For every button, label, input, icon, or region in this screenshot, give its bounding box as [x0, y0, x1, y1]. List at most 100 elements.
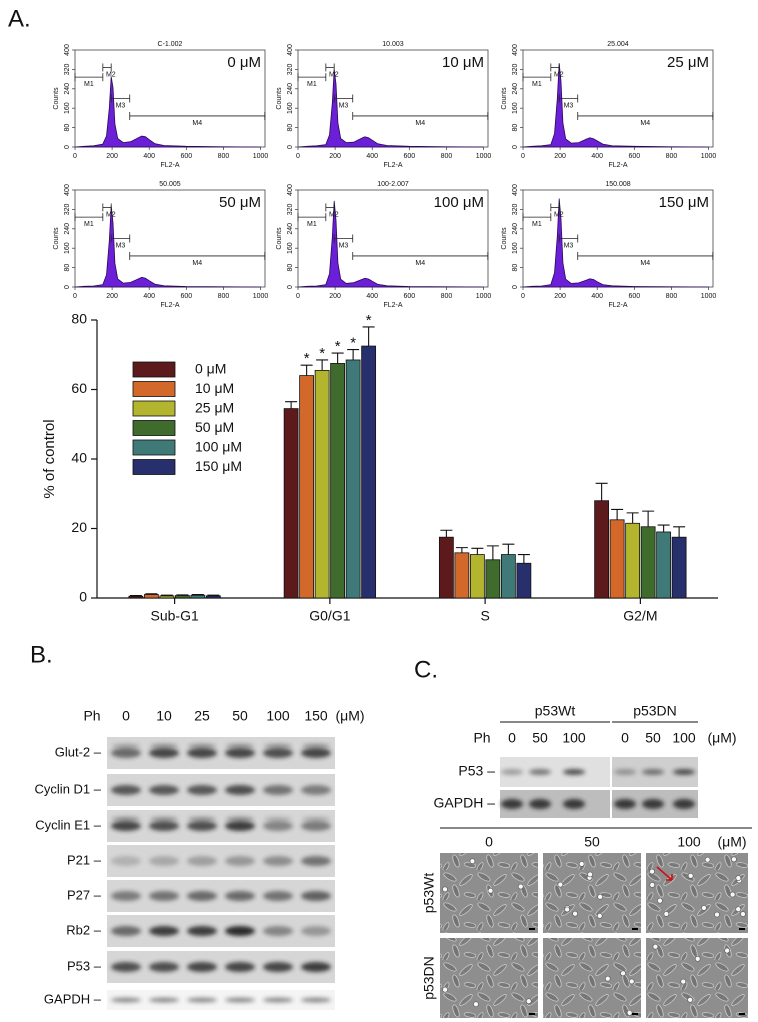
blot-band: [673, 799, 695, 809]
blot-band: [226, 816, 254, 822]
dose-label: 0: [122, 708, 130, 724]
blot-band: [263, 748, 293, 758]
row-label: GAPDH –: [434, 795, 496, 811]
y-tick-label: 240: [512, 223, 519, 235]
gate-label: M3: [339, 102, 349, 109]
dose-label: 50: [584, 834, 600, 850]
blot-band: [111, 962, 141, 972]
dose-label: 25: [194, 708, 210, 724]
dose-label: 50: [532, 730, 548, 746]
gate-label: M4: [192, 120, 202, 127]
micrograph: [543, 853, 641, 933]
x-tick-label: 400: [366, 153, 378, 160]
row-label: Cyclin E1 –: [35, 817, 102, 832]
gate-label: M4: [640, 120, 650, 127]
x-tick-label: 800: [218, 153, 230, 160]
blot-band: [187, 891, 217, 901]
dose-label: 100: [562, 730, 586, 746]
y-axis-label: Counts: [501, 227, 508, 250]
bar: [656, 531, 672, 599]
y-tick-label: 0: [287, 145, 294, 149]
blot-strip: [107, 774, 335, 806]
x-tick-label: 1000: [701, 153, 717, 160]
row-label: Cyclin D1 –: [35, 781, 102, 796]
legend-swatch: [132, 439, 176, 456]
gate-label: M1: [84, 81, 94, 88]
blot-band: [149, 997, 179, 1003]
bar: [609, 519, 625, 599]
x-axis-label: FL2-A: [160, 302, 179, 309]
x-tick-label: 600: [628, 293, 640, 300]
error-bar: [486, 545, 499, 560]
dose-label: 150: [304, 708, 328, 724]
rounded-cell: [649, 868, 655, 875]
y-tick-label: 0: [64, 145, 71, 149]
y-tick-label: 320: [64, 63, 71, 75]
gate-label: M4: [415, 260, 425, 267]
error-bar: [316, 359, 329, 371]
bar: [469, 554, 485, 599]
blot-strip: [107, 810, 335, 842]
gate-label: M4: [415, 120, 425, 127]
x-tick-label: 200: [106, 153, 118, 160]
gate-label: M3: [116, 242, 126, 249]
blot-band: [301, 748, 331, 758]
rounded-cell: [564, 906, 570, 913]
rounded-cell: [597, 894, 603, 900]
arrow: [656, 866, 673, 881]
unit-label: (μM): [717, 834, 746, 850]
significance-mark: *: [350, 335, 356, 352]
blot-strip: [107, 915, 335, 947]
blot-band: [614, 769, 636, 775]
x-tick-label: 600: [180, 153, 192, 160]
y-tick-label: 0: [512, 145, 519, 149]
blot-band: [225, 785, 255, 795]
y-tick-label: 0: [287, 285, 294, 289]
blot-band: [529, 799, 551, 809]
blot-band: [225, 891, 255, 901]
gate-label: M1: [307, 221, 317, 228]
rounded-cell: [626, 1010, 633, 1016]
blot-band: [111, 891, 141, 901]
y-tick-label: 80: [71, 311, 87, 327]
x-tick-label: 600: [628, 153, 640, 160]
legend-label: 150 μM: [195, 458, 242, 474]
error-bar: [517, 554, 530, 564]
error-bar: [657, 524, 670, 532]
x-tick-label: 1000: [476, 153, 492, 160]
row-label: Rb2 –: [66, 922, 101, 937]
blot-band: [149, 785, 179, 795]
blot-band: [301, 997, 331, 1003]
rounded-cell: [587, 871, 593, 878]
blot-band: [301, 785, 331, 795]
blot-band: [301, 891, 331, 901]
gate-label: M3: [564, 242, 574, 249]
legend-label: 25 μM: [195, 400, 234, 416]
gate-label: M2: [554, 211, 564, 218]
y-tick-label: 80: [512, 124, 519, 132]
y-tick-label: 160: [287, 102, 294, 114]
blot-band: [112, 743, 140, 749]
x-tick-label: 800: [441, 293, 453, 300]
legend-swatch: [132, 420, 176, 436]
dose-annotation: 25 μM: [667, 54, 709, 71]
blot-band: [225, 821, 255, 831]
blot-band: [302, 743, 330, 749]
x-axis-label: FL2-A: [383, 302, 402, 309]
gate-label: M2: [106, 211, 116, 218]
treatment-label: Ph: [83, 708, 100, 724]
x-tick-label: 800: [218, 293, 230, 300]
blot-band: [111, 821, 141, 831]
blot-band: [149, 748, 179, 758]
rounded-cell: [525, 998, 532, 1005]
x-tick-label: 200: [554, 153, 566, 160]
gate-label: M3: [339, 242, 349, 249]
error-bar: [191, 593, 204, 596]
y-tick-label: 240: [64, 223, 71, 235]
blot-band: [264, 816, 292, 822]
gate-label: M3: [116, 102, 126, 109]
bar: [143, 594, 159, 599]
significance-mark: *: [304, 350, 310, 367]
rounded-cell: [652, 943, 659, 950]
rounded-cell: [714, 911, 720, 918]
